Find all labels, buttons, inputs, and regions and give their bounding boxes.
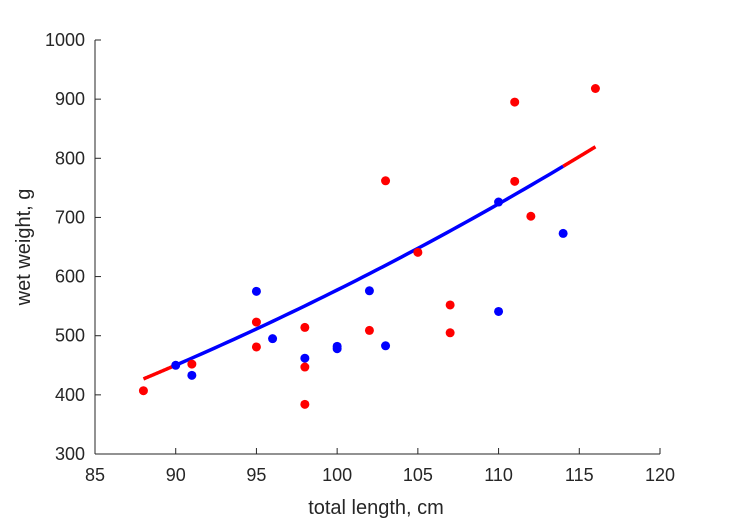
data-point (558, 228, 568, 238)
data-point (526, 211, 536, 221)
data-points (138, 83, 600, 409)
y-tick-label: 500 (55, 326, 85, 346)
data-point (364, 325, 374, 335)
data-point (300, 399, 310, 409)
data-point (510, 176, 520, 186)
y-axis-label: wet weight, g (13, 189, 35, 307)
data-point (251, 286, 261, 296)
data-point (364, 286, 374, 296)
y-tick-label: 300 (55, 444, 85, 464)
x-tick-label: 100 (322, 465, 352, 485)
data-point (187, 359, 197, 369)
y-tick-label: 600 (55, 267, 85, 287)
x-tick-label: 120 (645, 465, 675, 485)
data-point (187, 370, 197, 380)
data-point (138, 386, 148, 396)
data-point (590, 83, 600, 93)
data-point (300, 322, 310, 332)
y-tick-label: 1000 (45, 30, 85, 50)
fit-curve-segment (562, 145, 597, 168)
fit-curve-segment (175, 164, 565, 367)
x-axis-label: total length, cm (308, 497, 444, 519)
fit-curve-segment (142, 363, 177, 381)
y-tick-label: 700 (55, 207, 85, 227)
data-point (445, 328, 455, 338)
x-tick-label: 85 (85, 465, 105, 485)
data-point (251, 317, 261, 327)
data-point (381, 176, 391, 186)
x-tick-label: 95 (246, 465, 266, 485)
x-tick-label: 110 (484, 465, 513, 485)
data-point (268, 334, 278, 344)
data-point (445, 300, 455, 310)
tick-labels: 85 90 95 100 105 110 115 120 300 400 500 600 700 800 9… (45, 30, 675, 485)
x-tick-label: 105 (403, 465, 433, 485)
data-point (510, 97, 520, 107)
y-tick-label: 800 (55, 148, 85, 168)
data-point (332, 344, 342, 354)
y-tick-label: 400 (55, 385, 85, 405)
x-tick-label: 90 (166, 465, 186, 485)
data-point (171, 360, 181, 370)
y-tick-label: 900 (55, 89, 85, 109)
axes (94, 40, 660, 455)
data-point (494, 197, 504, 207)
data-point (413, 247, 423, 257)
data-point (300, 362, 310, 372)
data-point (494, 306, 504, 316)
fit-curve (142, 145, 597, 381)
tick-marks (94, 39, 661, 455)
x-tick-label: 115 (565, 465, 594, 485)
data-point (300, 353, 310, 363)
data-point (381, 341, 391, 351)
data-point (251, 342, 261, 352)
